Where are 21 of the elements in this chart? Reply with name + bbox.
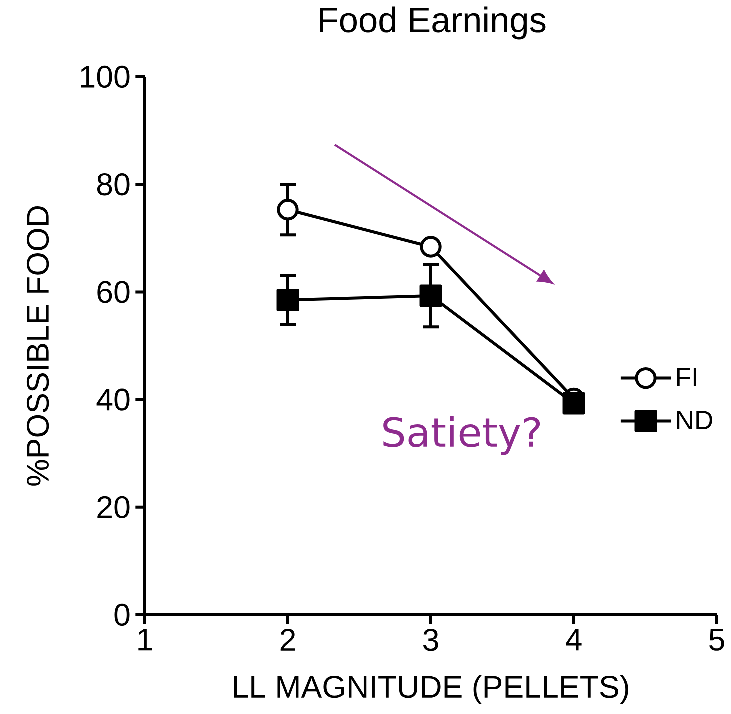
annotation: Satiety? (384, 416, 540, 456)
legend-label: ND (677, 411, 712, 430)
y-tick-label: 40 (96, 388, 130, 411)
x-tick-label: 1 (138, 629, 152, 651)
legend-label: FI (677, 368, 696, 386)
x-tick-label: 5 (710, 629, 724, 651)
y-axis-title: %POSSIBLE FOOD (26, 206, 50, 486)
y-tick-label: 60 (98, 281, 130, 304)
y-tick-label: 20 (98, 496, 130, 518)
y-tick-label: 100 (81, 66, 130, 88)
y-tick-label: 80 (97, 174, 130, 196)
y-tick-label: 0 (114, 604, 130, 626)
x-tick-label: 4 (566, 629, 582, 651)
point (420, 236, 442, 258)
point (276, 289, 300, 312)
point (420, 284, 442, 308)
point (277, 199, 299, 221)
x-tick-label: 2 (280, 629, 296, 651)
chart-title: Food Earnings (320, 6, 546, 40)
x-axis-title: LL MAGNITUDE (PELLETS) (234, 675, 628, 704)
x-tick-label: 3 (423, 629, 438, 652)
